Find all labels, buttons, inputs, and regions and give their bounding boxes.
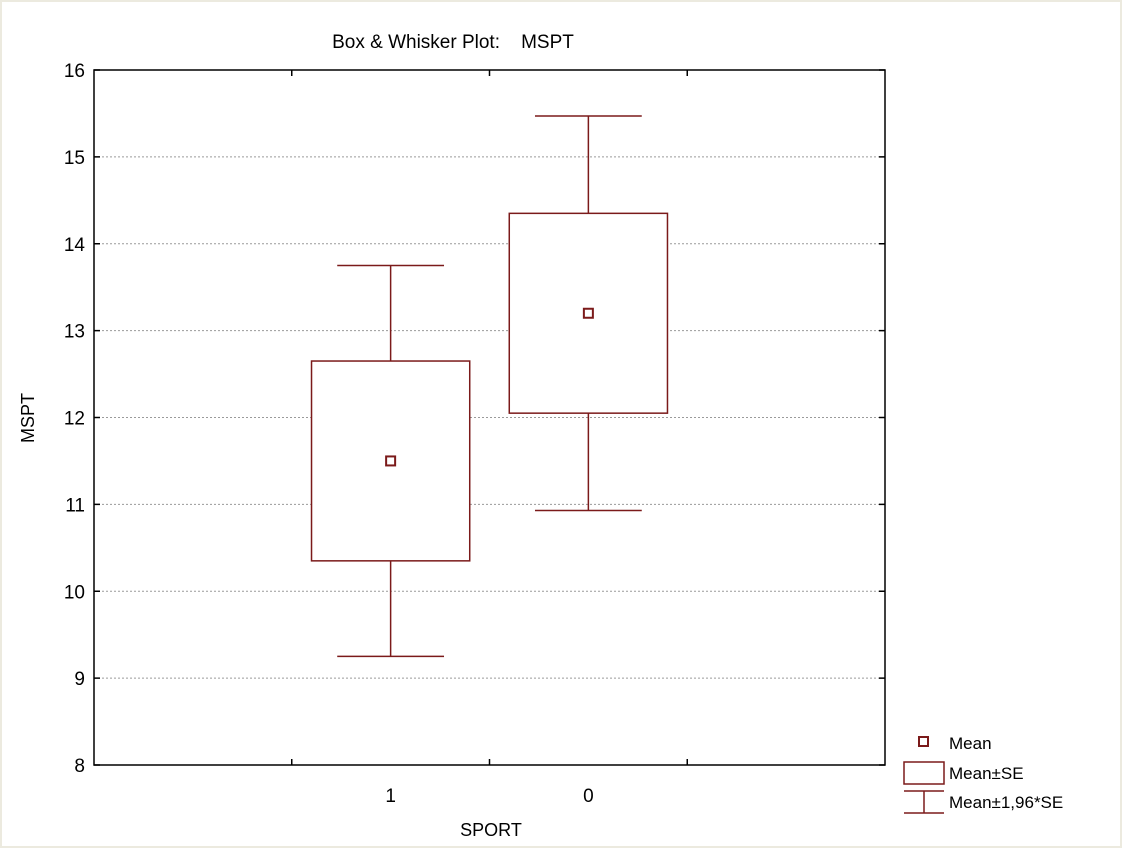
- box-group-1: [310, 264, 471, 658]
- y-axis: 8 9 10 11 12 13 14 15 16: [64, 61, 885, 777]
- y-tick-label: 8: [74, 756, 85, 777]
- y-tick-label: 12: [64, 409, 85, 430]
- plot-area: [93, 69, 886, 766]
- y-tick-label: 15: [64, 148, 85, 169]
- grid-lines: [94, 156, 885, 679]
- legend-se-label: Mean±SE: [949, 764, 1024, 783]
- legend-mean-label: Mean: [949, 734, 992, 753]
- window-border-bottom: [0, 846, 1122, 848]
- box-group-0: [508, 115, 669, 512]
- mean-marker: [582, 307, 594, 319]
- legend-se-icon: [903, 761, 945, 785]
- box-series: [310, 115, 669, 658]
- y-tick-label: 14: [64, 235, 86, 256]
- x-tick-label: 0: [583, 786, 594, 807]
- x-tick-label: 1: [385, 786, 396, 807]
- legend: Mean Mean±SE Mean±1,96*SE: [903, 734, 1063, 814]
- y-tick-label: 13: [64, 322, 85, 343]
- y-tick-label: 11: [65, 495, 85, 516]
- mean-marker: [385, 455, 397, 467]
- legend-mean-icon: [918, 736, 929, 747]
- x-axis-label: SPORT: [460, 820, 522, 840]
- legend-ci-label: Mean±1,96*SE: [949, 793, 1063, 812]
- y-tick-label: 10: [64, 582, 85, 603]
- legend-ci-icon: [904, 790, 944, 814]
- y-tick-label: 9: [74, 669, 85, 690]
- window-border-left: [0, 0, 2, 848]
- window-border-right: [1120, 0, 1122, 848]
- y-tick-label: 16: [64, 61, 85, 82]
- y-axis-label: MSPT: [18, 393, 38, 443]
- window-border-top: [0, 0, 1122, 2]
- chart-title: Box & Whisker Plot: MSPT: [332, 32, 574, 53]
